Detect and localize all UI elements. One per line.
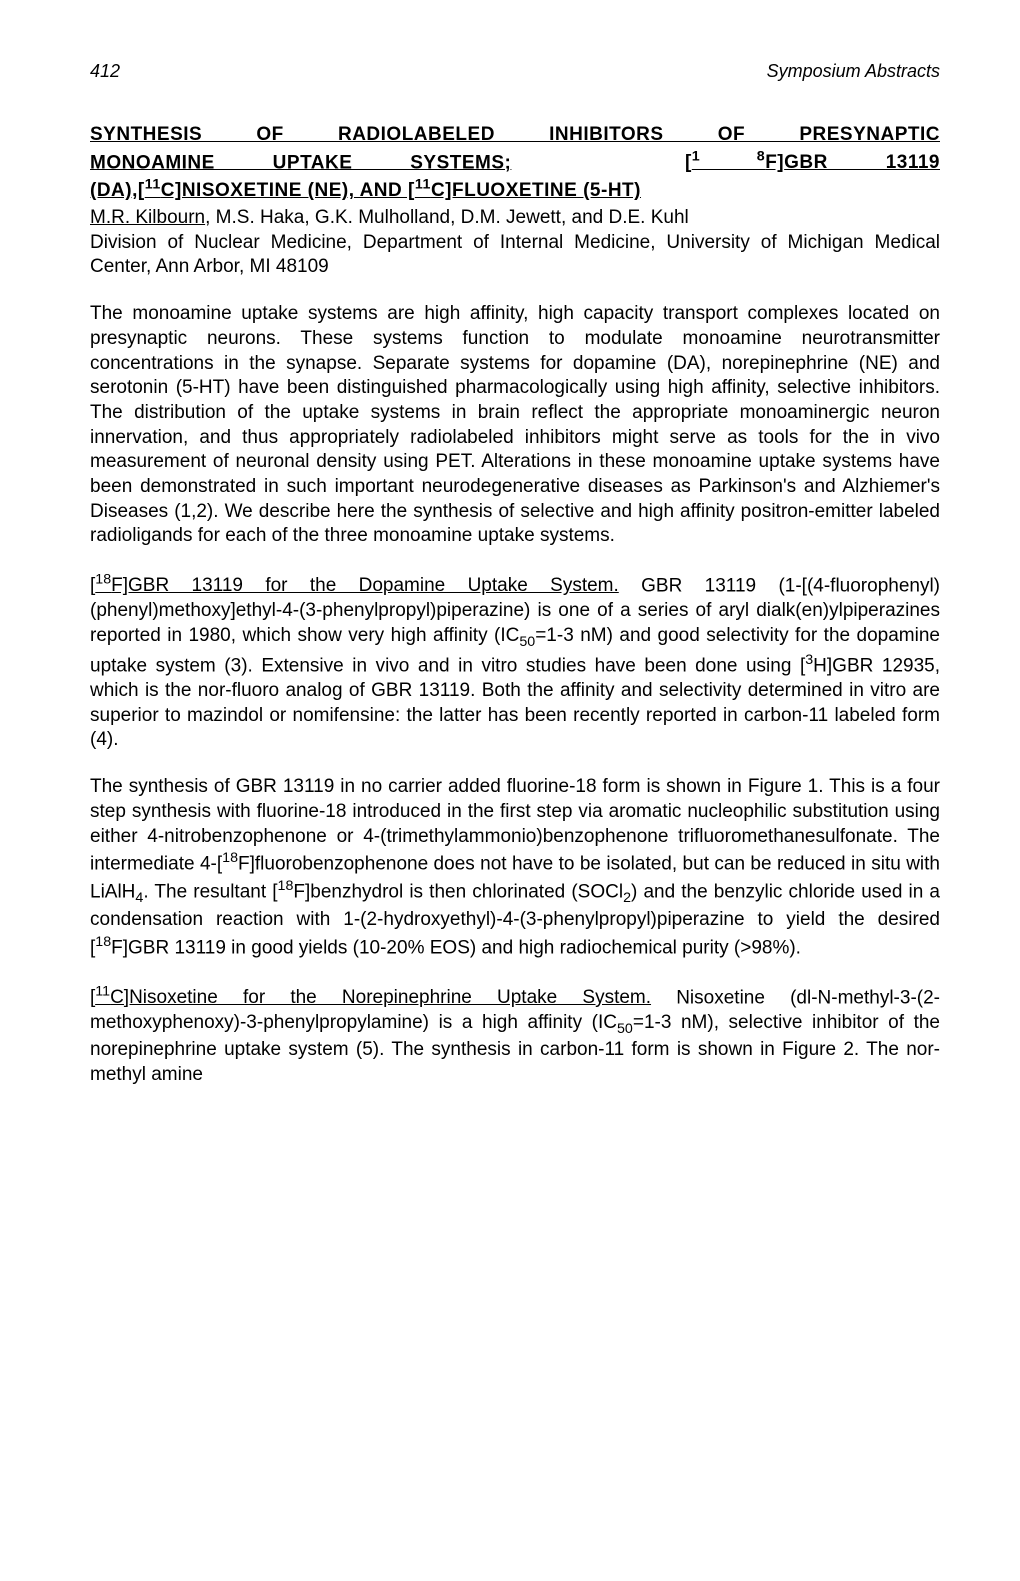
heading-text: C]Nisoxetine for the Norepinephrine Upta… xyxy=(110,987,651,1008)
isotope: 18 xyxy=(95,572,111,588)
body-text: F]GBR 13119 in good yields (10-20% EOS) … xyxy=(111,937,801,958)
paragraph-nisoxetine: [11C]Nisoxetine for the Norepinephrine U… xyxy=(90,983,940,1088)
compound: GBR 13119 xyxy=(784,152,940,173)
heading-text: F]GBR 13119 for the Dopamine Uptake Syst… xyxy=(111,575,619,596)
compound: C]NISOXETINE (NE), AND [ xyxy=(161,180,415,201)
affiliation: Division of Nuclear Medicine, Department… xyxy=(90,231,940,280)
isotope: 11 xyxy=(145,177,161,193)
isotope: 18 xyxy=(95,934,111,950)
lead-author: M.R. Kilbourn xyxy=(90,207,205,228)
isotope: 1 8 xyxy=(692,149,765,165)
page-header: 412 Symposium Abstracts xyxy=(90,60,940,83)
isotope: 11 xyxy=(415,177,431,193)
title-text: SYNTHESIS OF RADIOLABELED INHIBITORS OF … xyxy=(90,124,940,145)
subscript: 2 xyxy=(623,890,631,906)
bracket: (DA),[ xyxy=(90,180,145,201)
title-text: MONOAMINE UPTAKE SYSTEMS; xyxy=(90,152,511,173)
isotope: 3 xyxy=(805,652,813,668)
isotope: 18 xyxy=(278,878,294,894)
subscript: 50 xyxy=(519,634,535,650)
section-heading: [18F]GBR 13119 for the Dopamine Uptake S… xyxy=(90,575,619,596)
co-authors: , M.S. Haka, G.K. Mulholland, D.M. Jewet… xyxy=(205,207,689,228)
title-line-3: (DA),[11C]NISOXETINE (NE), AND [11C]FLUO… xyxy=(90,176,940,204)
authors-line: M.R. Kilbourn, M.S. Haka, G.K. Mulhollan… xyxy=(90,206,940,231)
title-line-2: MONOAMINE UPTAKE SYSTEMS; [1 8F]GBR 1311… xyxy=(90,148,940,176)
isotope: 18 xyxy=(222,850,238,866)
paragraph-dopamine: [18F]GBR 13119 for the Dopamine Uptake S… xyxy=(90,571,940,753)
paragraph-intro: The monoamine uptake systems are high af… xyxy=(90,302,940,549)
title-line-1: SYNTHESIS OF RADIOLABELED INHIBITORS OF … xyxy=(90,123,940,148)
section-heading: [11C]Nisoxetine for the Norepinephrine U… xyxy=(90,987,651,1008)
title-block: SYNTHESIS OF RADIOLABELED INHIBITORS OF … xyxy=(90,123,940,204)
bracket: [ xyxy=(685,152,692,173)
body-text: . The resultant [ xyxy=(143,882,277,903)
page-number: 412 xyxy=(90,60,120,83)
isotope: 11 xyxy=(95,984,110,1000)
journal-name: Symposium Abstracts xyxy=(767,60,940,83)
title-text: [1 8F]GBR 13119 xyxy=(685,152,940,173)
paragraph-synthesis: The synthesis of GBR 13119 in no carrier… xyxy=(90,775,940,960)
bracket: F] xyxy=(765,152,784,173)
body-text: F]benzhydrol is then chlorinated (SOCl xyxy=(293,882,623,903)
title-text: (DA),[11C]NISOXETINE (NE), AND [11C]FLUO… xyxy=(90,180,641,201)
compound: C]FLUOXETINE (5-HT) xyxy=(431,180,641,201)
subscript: 50 xyxy=(617,1020,633,1036)
